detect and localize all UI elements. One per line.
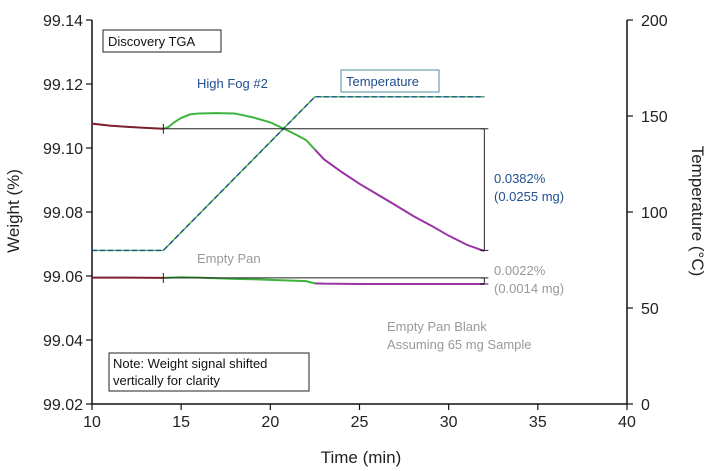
y-tick-label: 99.06: [43, 269, 83, 286]
measurement-marks: [162, 123, 489, 285]
temperature-line-base: [92, 96, 485, 252]
note-box: [108, 352, 310, 392]
y-tick-label: 99.10: [43, 141, 83, 158]
y2-tick-label: 150: [641, 109, 668, 126]
sample-weight-line-segment-2: [162, 112, 316, 151]
sample-weight-line-segment-1: [91, 122, 164, 130]
y2-tick-label: 0: [641, 397, 650, 414]
y2-axis-title: Temperature (°C): [688, 146, 707, 277]
x-tick-label: 35: [529, 414, 547, 431]
y-tick-label: 99.14: [43, 13, 83, 30]
x-tick-label: 30: [440, 414, 458, 431]
y-tick-label: 99.02: [43, 397, 83, 414]
axis-ticks: 10 15 20 25 30 35 40 99.02 99.04 99.06 99.08 99.10 9…: [43, 13, 668, 431]
temperature-line: [92, 96, 485, 252]
legend-temperature-label: Temperature: [346, 74, 419, 89]
note-line2: vertically for clarity: [113, 373, 220, 388]
x-tick-label: 10: [83, 414, 101, 431]
blank-note-line1: Empty Pan Blank: [387, 319, 487, 334]
y2-tick-label: 100: [641, 205, 668, 222]
y2-tick-label: 50: [641, 301, 659, 318]
blank-label: Empty Pan: [197, 251, 261, 266]
blank-note-line2: Assuming 65 mg Sample: [387, 337, 532, 352]
x-tick-label: 25: [351, 414, 369, 431]
x-tick-label: 40: [618, 414, 636, 431]
instrument-label-box: [102, 29, 222, 53]
x-tick-label: 15: [172, 414, 190, 431]
y-tick-label: 99.08: [43, 205, 83, 222]
y-axis-title: Weight (%): [4, 169, 23, 253]
blank-weight-line-segment-3: [314, 282, 485, 285]
change-blank-pct: 0.0022%: [494, 263, 546, 278]
x-tick-label: 20: [261, 414, 279, 431]
x-axis-title: Time (min): [321, 448, 402, 467]
plot-series: [91, 96, 485, 285]
change-main-pct: 0.0382%: [494, 171, 546, 186]
sample-weight-line-segment-3: [314, 148, 485, 252]
instrument-label: Discovery TGA: [108, 34, 195, 49]
y-tick-label: 99.04: [43, 333, 83, 350]
y-tick-label: 99.12: [43, 77, 83, 94]
change-main-mg: (0.0255 mg): [494, 189, 564, 204]
sample-label: High Fog #2: [197, 76, 268, 91]
note-line1: Note: Weight signal shifted: [113, 356, 267, 371]
change-blank-mg: (0.0014 mg): [494, 281, 564, 296]
legend-temperature-box: [340, 69, 440, 93]
y2-tick-label: 200: [641, 13, 668, 30]
